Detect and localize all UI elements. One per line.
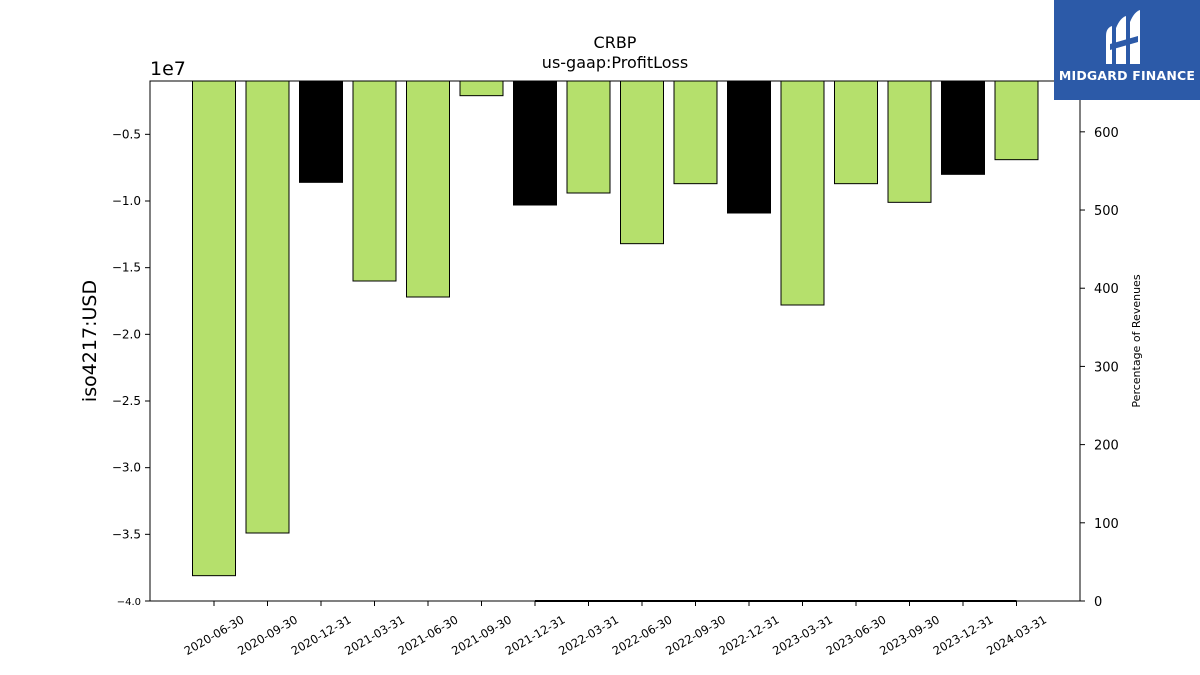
y-tick-label: −3.5 bbox=[112, 527, 141, 541]
bar-2023-06-30 bbox=[834, 80, 878, 185]
logo-mark-icon bbox=[1106, 10, 1140, 64]
x-tick-label: 2023-06-30 bbox=[824, 612, 889, 658]
bar-2024-03-31 bbox=[994, 80, 1039, 161]
right-tick-label: 600 bbox=[1094, 126, 1119, 141]
y-tick-label: −1.5 bbox=[112, 261, 141, 275]
x-tick-label: 2020-06-30 bbox=[182, 612, 247, 658]
right-tick-label: 0 bbox=[1094, 595, 1102, 610]
x-tick-label: 2023-09-30 bbox=[877, 612, 942, 658]
bar-2023-12-31 bbox=[941, 80, 985, 175]
bar-2021-06-30 bbox=[406, 80, 450, 298]
y-offset-text: 1e7 bbox=[150, 58, 186, 80]
right-axis-label: Percentage of Revenues bbox=[1130, 274, 1143, 407]
x-tick-label: 2020-12-31 bbox=[289, 612, 354, 658]
bar-2022-03-31 bbox=[566, 80, 611, 194]
x-tick-label: 2022-09-30 bbox=[663, 612, 728, 658]
right-tick-label: 400 bbox=[1094, 282, 1119, 297]
x-tick-label: 2021-09-30 bbox=[449, 612, 514, 658]
bar-2020-06-30 bbox=[192, 80, 236, 577]
x-tick-label: 2024-03-31 bbox=[984, 612, 1049, 658]
bar-2022-09-30 bbox=[673, 80, 718, 185]
y-tick-label: −3.0 bbox=[112, 461, 141, 475]
right-tick-label: 500 bbox=[1094, 204, 1119, 219]
right-tick-label: 100 bbox=[1094, 517, 1119, 532]
x-tick-label: 2020-09-30 bbox=[235, 612, 300, 658]
bar-2022-06-30 bbox=[620, 80, 664, 245]
right-tick-label: 200 bbox=[1094, 439, 1119, 454]
bar-2023-09-30 bbox=[887, 80, 932, 203]
x-tick-label: 2022-03-31 bbox=[556, 612, 621, 658]
right-tick-label: 300 bbox=[1094, 360, 1119, 375]
chart-subtitle: us-gaap:ProfitLoss bbox=[542, 53, 688, 72]
plot-frame bbox=[149, 80, 1081, 602]
y-tick-label-bottom: −4.0 bbox=[117, 597, 141, 608]
x-tick-label: 2021-06-30 bbox=[396, 612, 461, 658]
midgard-finance-logo: MIDGARD FINANCE bbox=[1054, 0, 1200, 100]
x-tick-label: 2023-12-31 bbox=[931, 612, 996, 658]
bar-2021-12-31 bbox=[513, 80, 557, 206]
x-tick-label: 2021-12-31 bbox=[503, 612, 568, 658]
x-tick-label: 2021-03-31 bbox=[342, 612, 407, 658]
bar-2023-03-31 bbox=[780, 80, 825, 306]
logo-text: MIDGARD FINANCE bbox=[1058, 68, 1196, 83]
bar-2020-09-30 bbox=[245, 80, 290, 534]
y-tick-label: −2.5 bbox=[112, 394, 141, 408]
bar-2021-03-31 bbox=[352, 80, 397, 282]
x-tick-label: 2022-06-30 bbox=[610, 612, 675, 658]
chart-title: CRBP bbox=[594, 33, 637, 52]
y-axis-label: iso4217:USD bbox=[79, 280, 101, 402]
x-tick-label: 2023-03-31 bbox=[770, 612, 835, 658]
y-tick-label: −0.5 bbox=[112, 127, 141, 141]
bar-2022-12-31 bbox=[727, 80, 771, 214]
y-tick-label: −2.0 bbox=[112, 327, 141, 341]
x-tick-label: 2022-12-31 bbox=[717, 612, 782, 658]
y-tick-label: −1.0 bbox=[112, 194, 141, 208]
bar-2021-09-30 bbox=[459, 80, 504, 97]
bar-2020-12-31 bbox=[299, 80, 343, 183]
